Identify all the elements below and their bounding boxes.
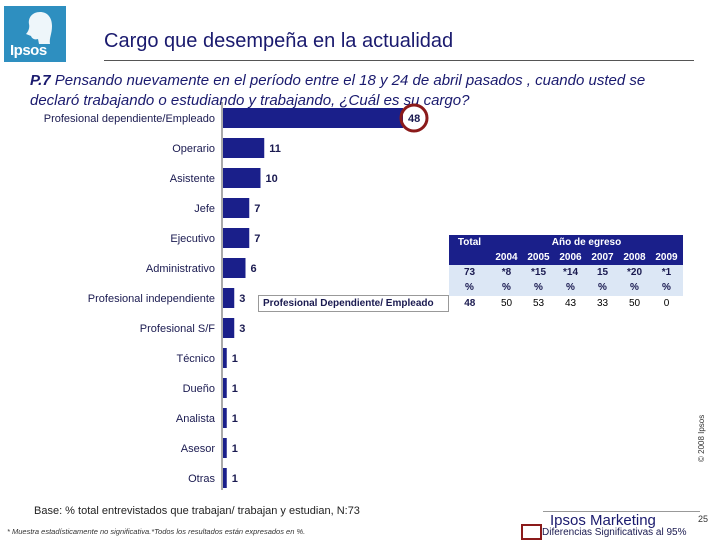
pct-cell: % [650, 280, 683, 296]
bar [223, 468, 227, 488]
bar [223, 378, 227, 398]
value-label: 3 [239, 323, 245, 335]
pct-cell: % [586, 280, 619, 296]
n-cell: *1 [650, 265, 683, 280]
value-label: 11 [269, 143, 281, 155]
n-cell: 15 [586, 265, 619, 280]
value-label: 1 [232, 383, 238, 395]
value-label: 7 [254, 203, 260, 215]
bar [223, 108, 403, 128]
bar-chart: Profesional dependiente/Empleado 48 Operar… [44, 102, 429, 490]
ipsos-logo: Ipsos [4, 6, 66, 62]
pct-total-cell: % [448, 280, 491, 296]
footnote: * Muestra estadísticamente no significat… [7, 527, 306, 536]
footer-divider [543, 511, 700, 512]
n-cell: *15 [522, 265, 555, 280]
value-label: 7 [254, 233, 260, 245]
brand-name: Ipsos Marketing [550, 512, 656, 529]
category-label: Asistente [170, 173, 215, 185]
category-label: Ejecutivo [170, 233, 215, 245]
bar [223, 228, 250, 248]
value-label: 10 [266, 173, 278, 185]
category-label: Profesional S/F [140, 323, 215, 335]
year-header: 2006 [554, 250, 587, 265]
results-table: Total Año de egreso 2004 2005 2006 2007 … [258, 235, 683, 312]
year-header: 2009 [650, 250, 683, 265]
value-label: 3 [239, 293, 245, 305]
data-total-cell: 48 [464, 298, 476, 309]
page-title: Cargo que desempeña en la actualidad [104, 30, 454, 52]
significance-legend-swatch [521, 524, 542, 540]
significance-legend-label: Diferencias Significativas al 95% [542, 527, 687, 538]
base-note: Base: % total entrevistados que trabajan… [34, 505, 360, 517]
category-label: Técnico [176, 353, 215, 365]
value-label: 48 [408, 113, 420, 125]
bar [223, 438, 227, 458]
pct-cell: % [554, 280, 587, 296]
category-label: Profesional dependiente/Empleado [44, 113, 215, 125]
category-label: Profesional independiente [88, 293, 215, 305]
n-cell: *14 [554, 265, 587, 280]
data-cell: 53 [532, 298, 545, 309]
pct-cell: % [522, 280, 555, 296]
ipsos-head-icon [26, 12, 52, 44]
category-label: Dueño [183, 383, 215, 395]
year-header: 2007 [586, 250, 619, 265]
category-label: Analista [176, 413, 216, 425]
year-group-header: Año de egreso [490, 235, 683, 250]
row-label: Profesional Dependiente/ Empleado [258, 295, 449, 312]
page-number: 25 [698, 514, 709, 524]
bar [223, 348, 227, 368]
n-cell: *8 [490, 265, 523, 280]
value-label: 1 [232, 353, 238, 365]
bar [223, 318, 235, 338]
year-header: 2005 [522, 250, 555, 265]
data-cell: 33 [596, 298, 609, 309]
n-total-cell: 73 [448, 265, 491, 280]
bar [223, 138, 265, 158]
data-cell: 50 [500, 298, 513, 309]
category-label: Jefe [194, 203, 215, 215]
copyright: © 2008 Ipsos [697, 414, 706, 462]
bar [223, 198, 250, 218]
bar [223, 288, 235, 308]
category-label: Asesor [181, 443, 216, 455]
question-number: P.7 [30, 72, 51, 89]
value-label: 6 [251, 263, 257, 275]
pct-cell: % [618, 280, 651, 296]
value-label: 1 [232, 443, 238, 455]
data-cell: 50 [628, 298, 641, 309]
highlight-ring [399, 103, 429, 133]
category-label: Administrativo [146, 263, 215, 275]
logo-text: Ipsos [10, 42, 47, 59]
year-header: 2008 [618, 250, 651, 265]
bar [223, 258, 246, 278]
year-header: 2004 [490, 250, 523, 265]
data-cell: 43 [564, 298, 577, 309]
pct-cell: % [490, 280, 523, 296]
value-label: 1 [232, 473, 238, 485]
bar [223, 168, 261, 188]
data-cell: 0 [663, 298, 670, 309]
category-label: Operario [172, 143, 215, 155]
category-label: Otras [188, 473, 215, 485]
question-body: Pensando nuevamente en el período entre … [30, 72, 646, 109]
title-divider [104, 60, 694, 61]
n-cell: *20 [618, 265, 651, 280]
question-text: P.7 Pensando nuevamente en el período en… [30, 71, 690, 111]
bar [223, 408, 227, 428]
value-label: 1 [232, 413, 238, 425]
total-header: Total [448, 235, 491, 250]
